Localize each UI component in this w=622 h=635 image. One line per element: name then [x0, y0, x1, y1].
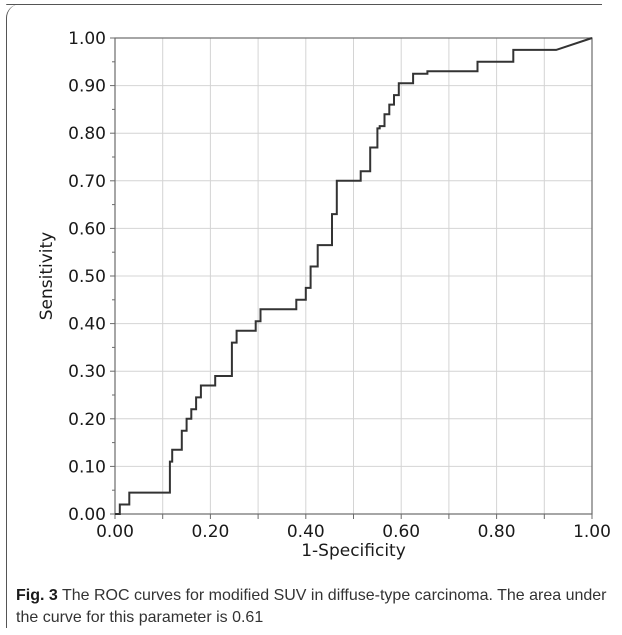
x-tick-label: 0.80	[478, 522, 516, 542]
series-layer	[115, 37, 593, 515]
x-tick-label: 1.00	[573, 522, 611, 542]
y-tick-label: 0.70	[68, 172, 106, 192]
figure-frame	[6, 4, 614, 628]
x-tick-label: 0.60	[382, 522, 420, 542]
figure-frame-top	[6, 4, 602, 5]
roc-curve-line	[115, 37, 593, 515]
y-tick-label: 0.60	[68, 219, 106, 239]
figure-caption-label: Fig. 3	[16, 587, 58, 604]
roc-chart: 0.00 0.20 0.40 0.60 0.80 1.00 0.00 0.10 0.20 0.30…	[37, 29, 611, 561]
y-tick-label: 0.20	[68, 410, 106, 430]
y-tick-label: 0.10	[68, 457, 106, 477]
y-tick-label: 0.00	[68, 505, 106, 525]
y-tick-label: 1.00	[68, 29, 106, 49]
x-axis-title: 1-Specificity	[301, 541, 406, 561]
y-tick-label: 0.80	[68, 124, 106, 144]
x-tick-label: 0.40	[287, 522, 325, 542]
y-tick-label: 0.30	[68, 362, 106, 382]
y-tick-label: 0.90	[68, 77, 106, 97]
y-tick-label: 0.50	[68, 267, 106, 287]
grid-lines	[114, 37, 593, 515]
x-tick-label: 0.20	[191, 522, 229, 542]
y-axis-title: Sensitivity	[37, 232, 57, 321]
x-tick-label: 0.00	[96, 522, 134, 542]
figure-caption-text: The ROC curves for modified SUV in diffu…	[16, 587, 607, 626]
figure-caption: Fig. 3 The ROC curves for modified SUV i…	[16, 585, 612, 629]
y-tick-label: 0.40	[68, 315, 106, 335]
axis-ticks: 0.00 0.20 0.40 0.60 0.80 1.00 0.00 0.10 0.20 0.30…	[68, 29, 611, 542]
